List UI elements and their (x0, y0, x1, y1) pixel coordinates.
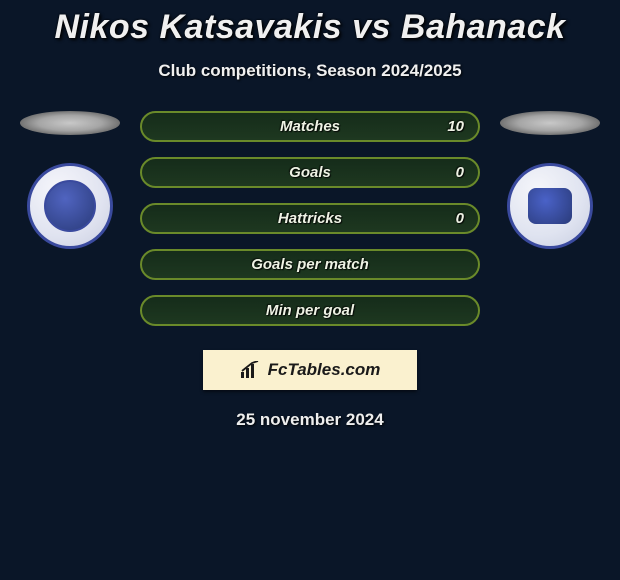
left-column (20, 111, 120, 249)
stat-row-min-per-goal: Min per goal (140, 295, 480, 326)
stat-row-goals-per-match: Goals per match (140, 249, 480, 280)
brand-text: FcTables.com (268, 360, 381, 380)
team-badge-right (507, 163, 593, 249)
brand-banner[interactable]: FcTables.com (203, 350, 417, 390)
chart-bars-icon (240, 361, 262, 379)
subtitle: Club competitions, Season 2024/2025 (0, 61, 620, 81)
stat-value: 10 (447, 118, 464, 135)
page-title: Nikos Katsavakis vs Bahanack (0, 0, 620, 47)
stat-label: Min per goal (266, 302, 354, 319)
player-oval-left (20, 111, 120, 135)
stat-row-hattricks: Hattricks 0 (140, 203, 480, 234)
right-column (500, 111, 600, 249)
date-line: 25 november 2024 (0, 410, 620, 430)
team-badge-left (27, 163, 113, 249)
stat-label: Goals (289, 164, 331, 181)
stat-value: 0 (456, 210, 464, 227)
stat-row-matches: Matches 10 (140, 111, 480, 142)
player-oval-right (500, 111, 600, 135)
stat-value: 0 (456, 164, 464, 181)
comparison-row: Matches 10 Goals 0 Hattricks 0 Goals per… (0, 111, 620, 326)
stat-row-goals: Goals 0 (140, 157, 480, 188)
stat-label: Goals per match (251, 256, 369, 273)
stats-column: Matches 10 Goals 0 Hattricks 0 Goals per… (140, 111, 480, 326)
stat-label: Matches (280, 118, 340, 135)
stat-label: Hattricks (278, 210, 342, 227)
